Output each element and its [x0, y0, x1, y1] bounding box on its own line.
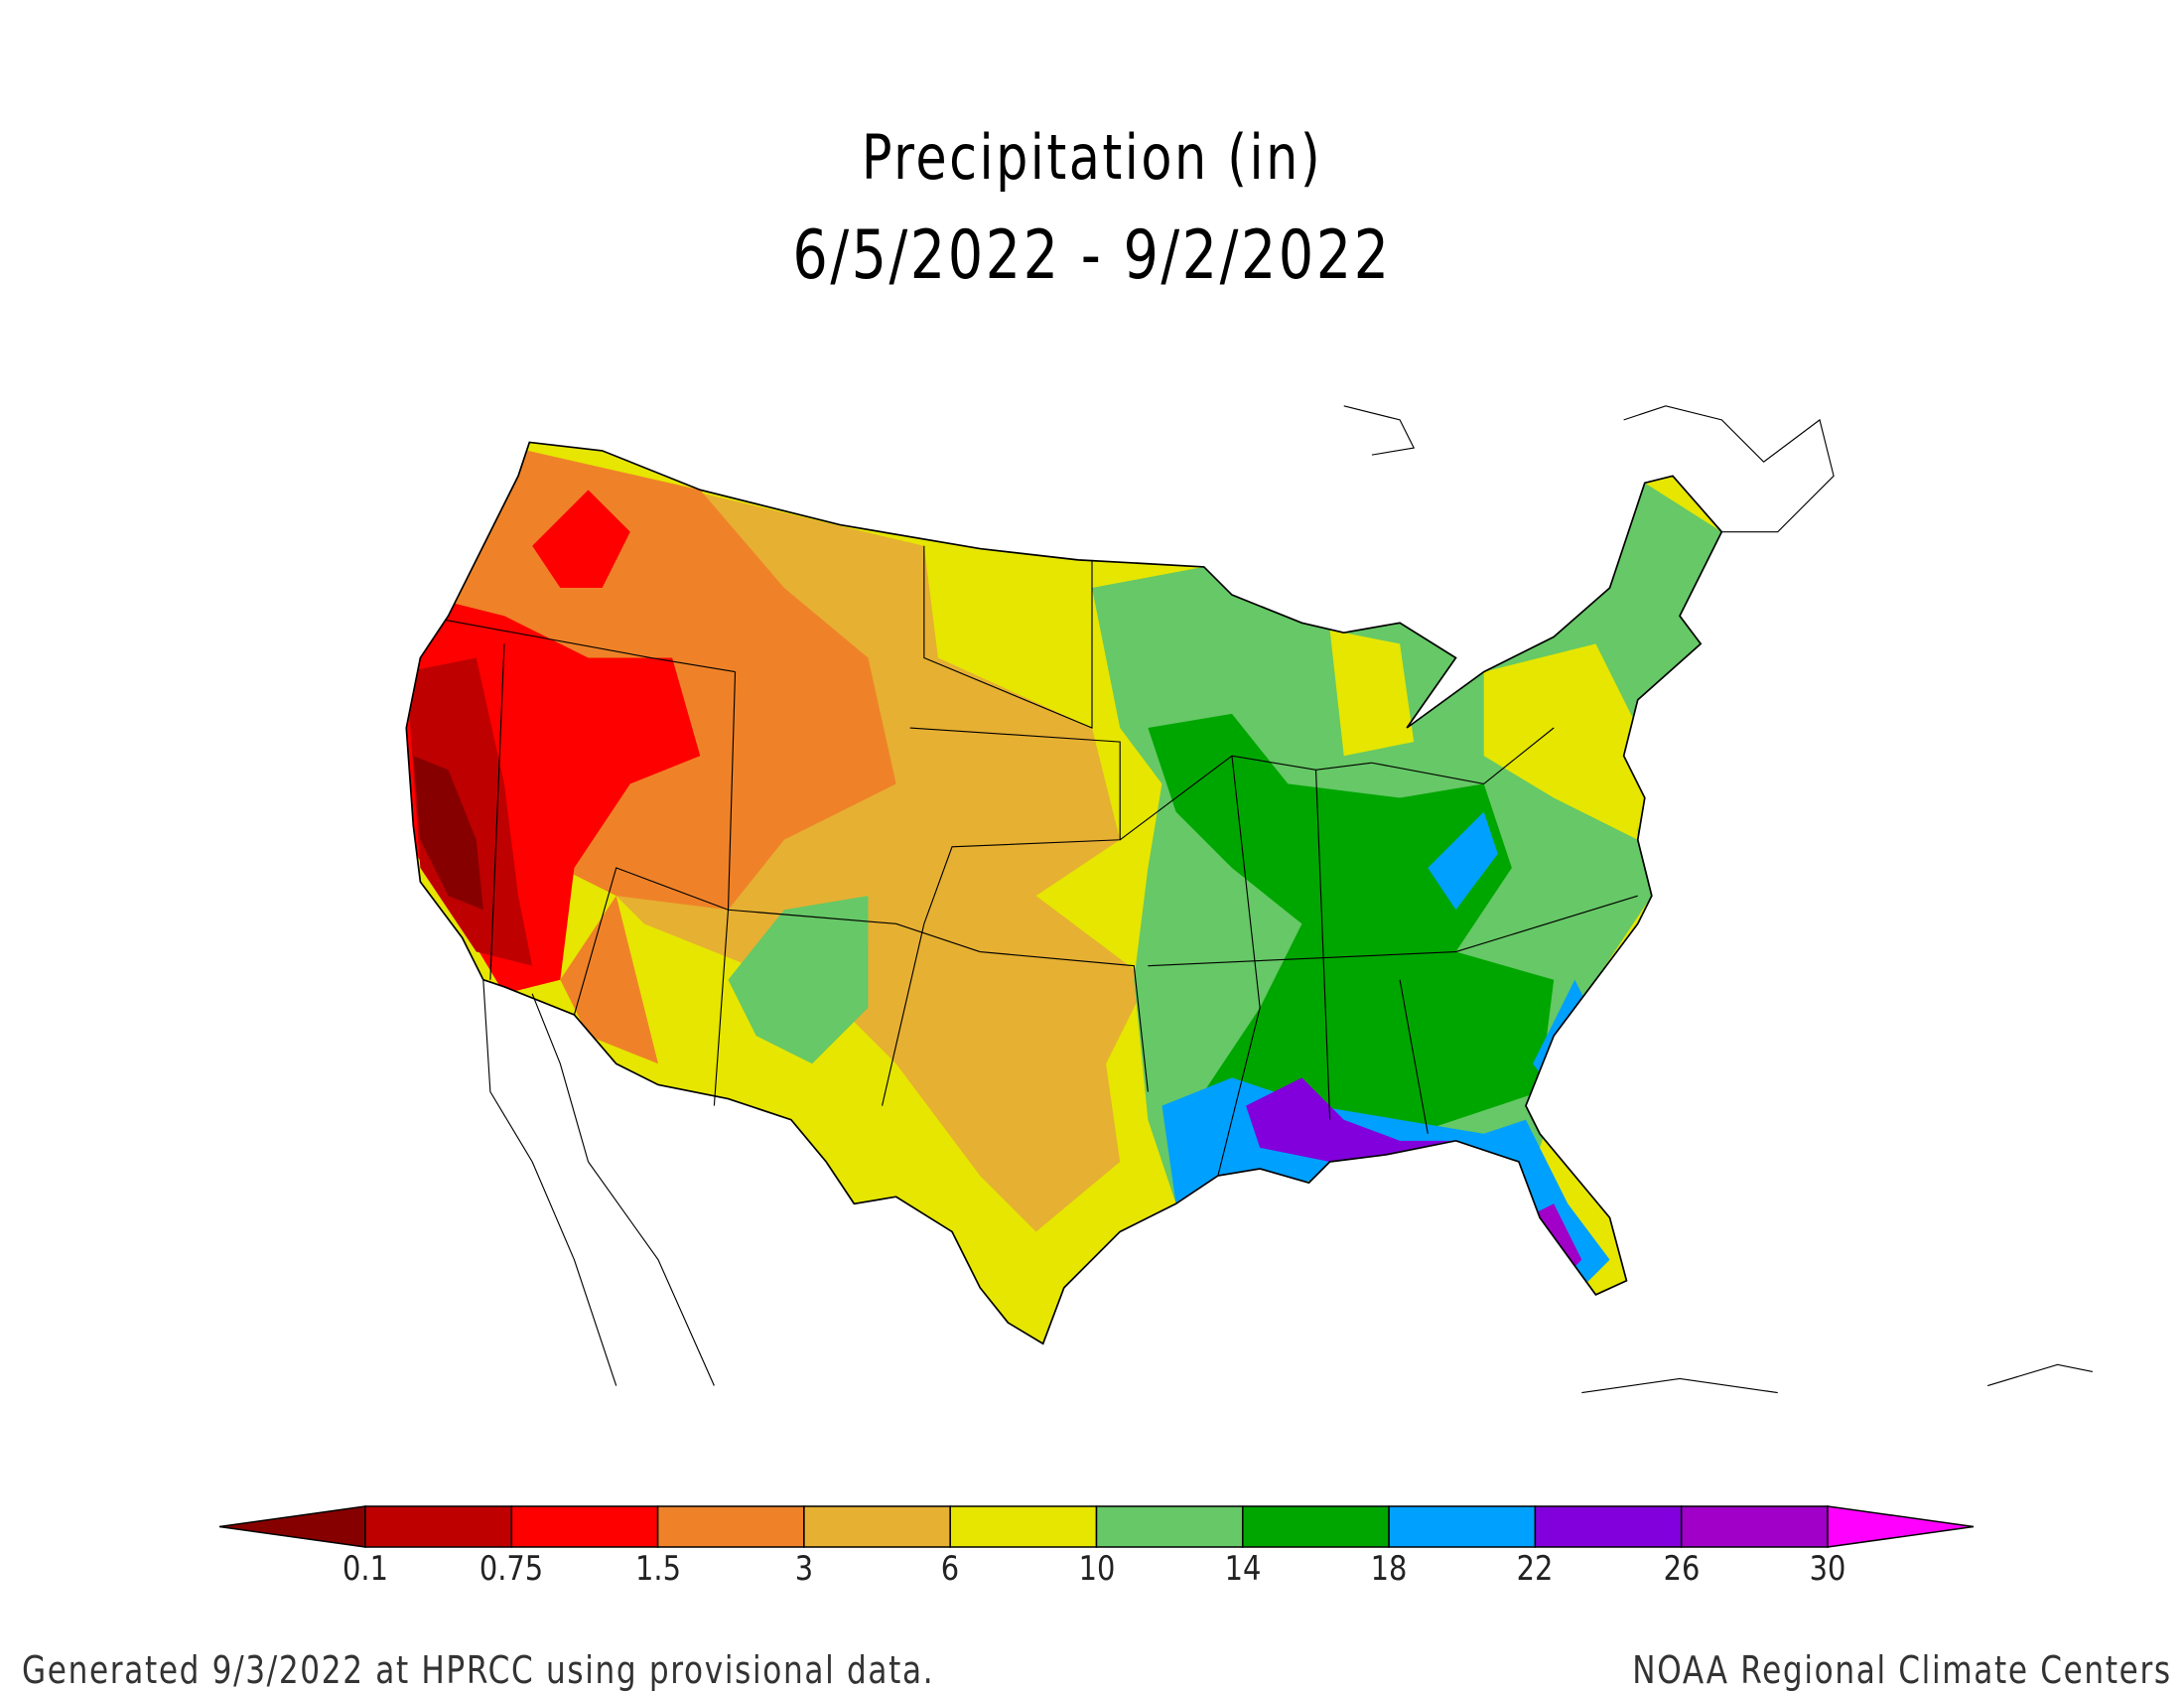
legend-tick-label: 14 [1224, 1549, 1262, 1589]
legend-tick-label: 18 [1370, 1549, 1408, 1589]
zone-0.75-1.5-north [532, 490, 630, 589]
legend-tick-label: 0.75 [479, 1549, 544, 1589]
legend-tick-label: 22 [1517, 1549, 1554, 1589]
zone-6-10-northeast [1483, 643, 1638, 840]
legend-swatch [1388, 1505, 1537, 1548]
legend-swatch [1680, 1505, 1829, 1548]
legend-tick-label: 6 [940, 1549, 960, 1589]
legend-tick-label: 3 [794, 1549, 814, 1589]
legend-swatch [949, 1505, 1098, 1548]
date-range-subtitle: 6/5/2022 - 9/2/2022 [792, 216, 1392, 295]
state-borders [445, 545, 1638, 1177]
zone-22-26 [1246, 1077, 1456, 1170]
legend-tick-label: 26 [1663, 1549, 1701, 1589]
legend-swatch-low-arrow [218, 1505, 366, 1548]
legend-swatch [1242, 1505, 1390, 1548]
legend-swatch [803, 1505, 951, 1548]
map-title: Precipitation (in) [861, 121, 1323, 194]
zone-18-22-appalachia [1428, 811, 1498, 911]
legend-tick-label: 30 [1809, 1549, 1846, 1589]
legend-tick-label: 1.5 [634, 1549, 681, 1589]
legend-swatch-high-arrow [1827, 1505, 1975, 1548]
zone-below-0.1 [413, 756, 483, 911]
legend-swatch [1534, 1505, 1683, 1548]
legend-swatch [1095, 1505, 1244, 1548]
zone-0.1-0.75 [406, 657, 533, 966]
legend-swatch [364, 1505, 513, 1548]
zone-14-18 [1148, 713, 1555, 1148]
legend-tick-label: 0.1 [342, 1549, 388, 1589]
zone-6-10-michigan [1329, 630, 1415, 757]
legend-swatch [656, 1505, 805, 1548]
zone-10-14-plains [728, 896, 869, 1064]
generated-note: Generated 9/3/2022 at HPRCC using provis… [22, 1648, 935, 1692]
source-credit: NOAA Regional Climate Centers [1632, 1648, 2172, 1692]
legend-tick-label: 10 [1078, 1549, 1115, 1589]
legend-swatch [510, 1505, 659, 1548]
mexico-canada-coastlines [482, 405, 2093, 1394]
